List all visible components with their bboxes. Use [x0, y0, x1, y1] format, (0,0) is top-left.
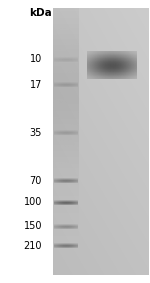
Text: 70: 70 — [30, 176, 42, 186]
Text: 210: 210 — [24, 241, 42, 251]
Text: 150: 150 — [24, 221, 42, 231]
Text: kDa: kDa — [29, 8, 52, 18]
Text: 100: 100 — [24, 197, 42, 207]
Text: 35: 35 — [30, 128, 42, 138]
Text: 17: 17 — [30, 80, 42, 90]
Text: 10: 10 — [30, 54, 42, 65]
